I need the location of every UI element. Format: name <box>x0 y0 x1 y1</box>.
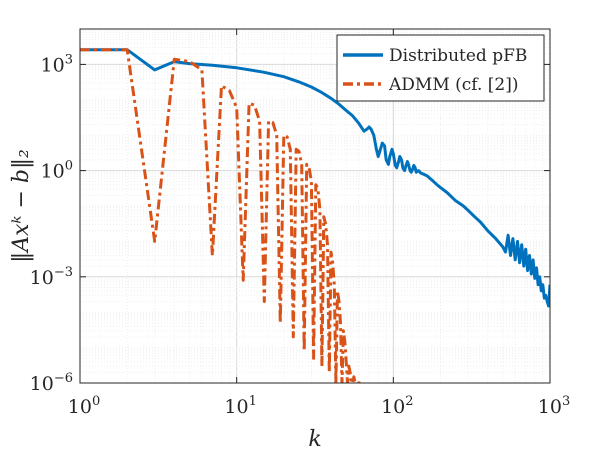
axis-ticks: 100 101 102 103 10−6 10−3 100 103 <box>30 29 570 418</box>
series-group <box>80 48 550 383</box>
series-line-admm <box>80 48 365 383</box>
x-tick-label: 100 <box>68 394 100 418</box>
series-line-distributed-pfb <box>80 48 550 308</box>
x-tick-label: 101 <box>224 394 256 418</box>
legend-box <box>336 34 545 102</box>
grid <box>80 29 550 383</box>
legend-label-admm: ADMM (cf. [2]) <box>388 75 518 95</box>
y-tick-label: 100 <box>41 159 73 183</box>
y-tick-label: 10−6 <box>30 371 73 395</box>
x-tick-label: 103 <box>538 394 570 418</box>
plot-frame <box>79 28 551 384</box>
x-axis-label: k <box>308 427 321 452</box>
x-tick-label: 102 <box>381 394 413 418</box>
legend: Distributed pFB ADMM (cf. [2]) <box>336 34 545 102</box>
y-axis-label: ‖Axᵏ − b‖₂ <box>9 149 34 263</box>
y-tick-label: 103 <box>41 52 73 76</box>
legend-label-pfb: Distributed pFB <box>389 46 527 66</box>
y-tick-label: 10−3 <box>30 265 73 289</box>
